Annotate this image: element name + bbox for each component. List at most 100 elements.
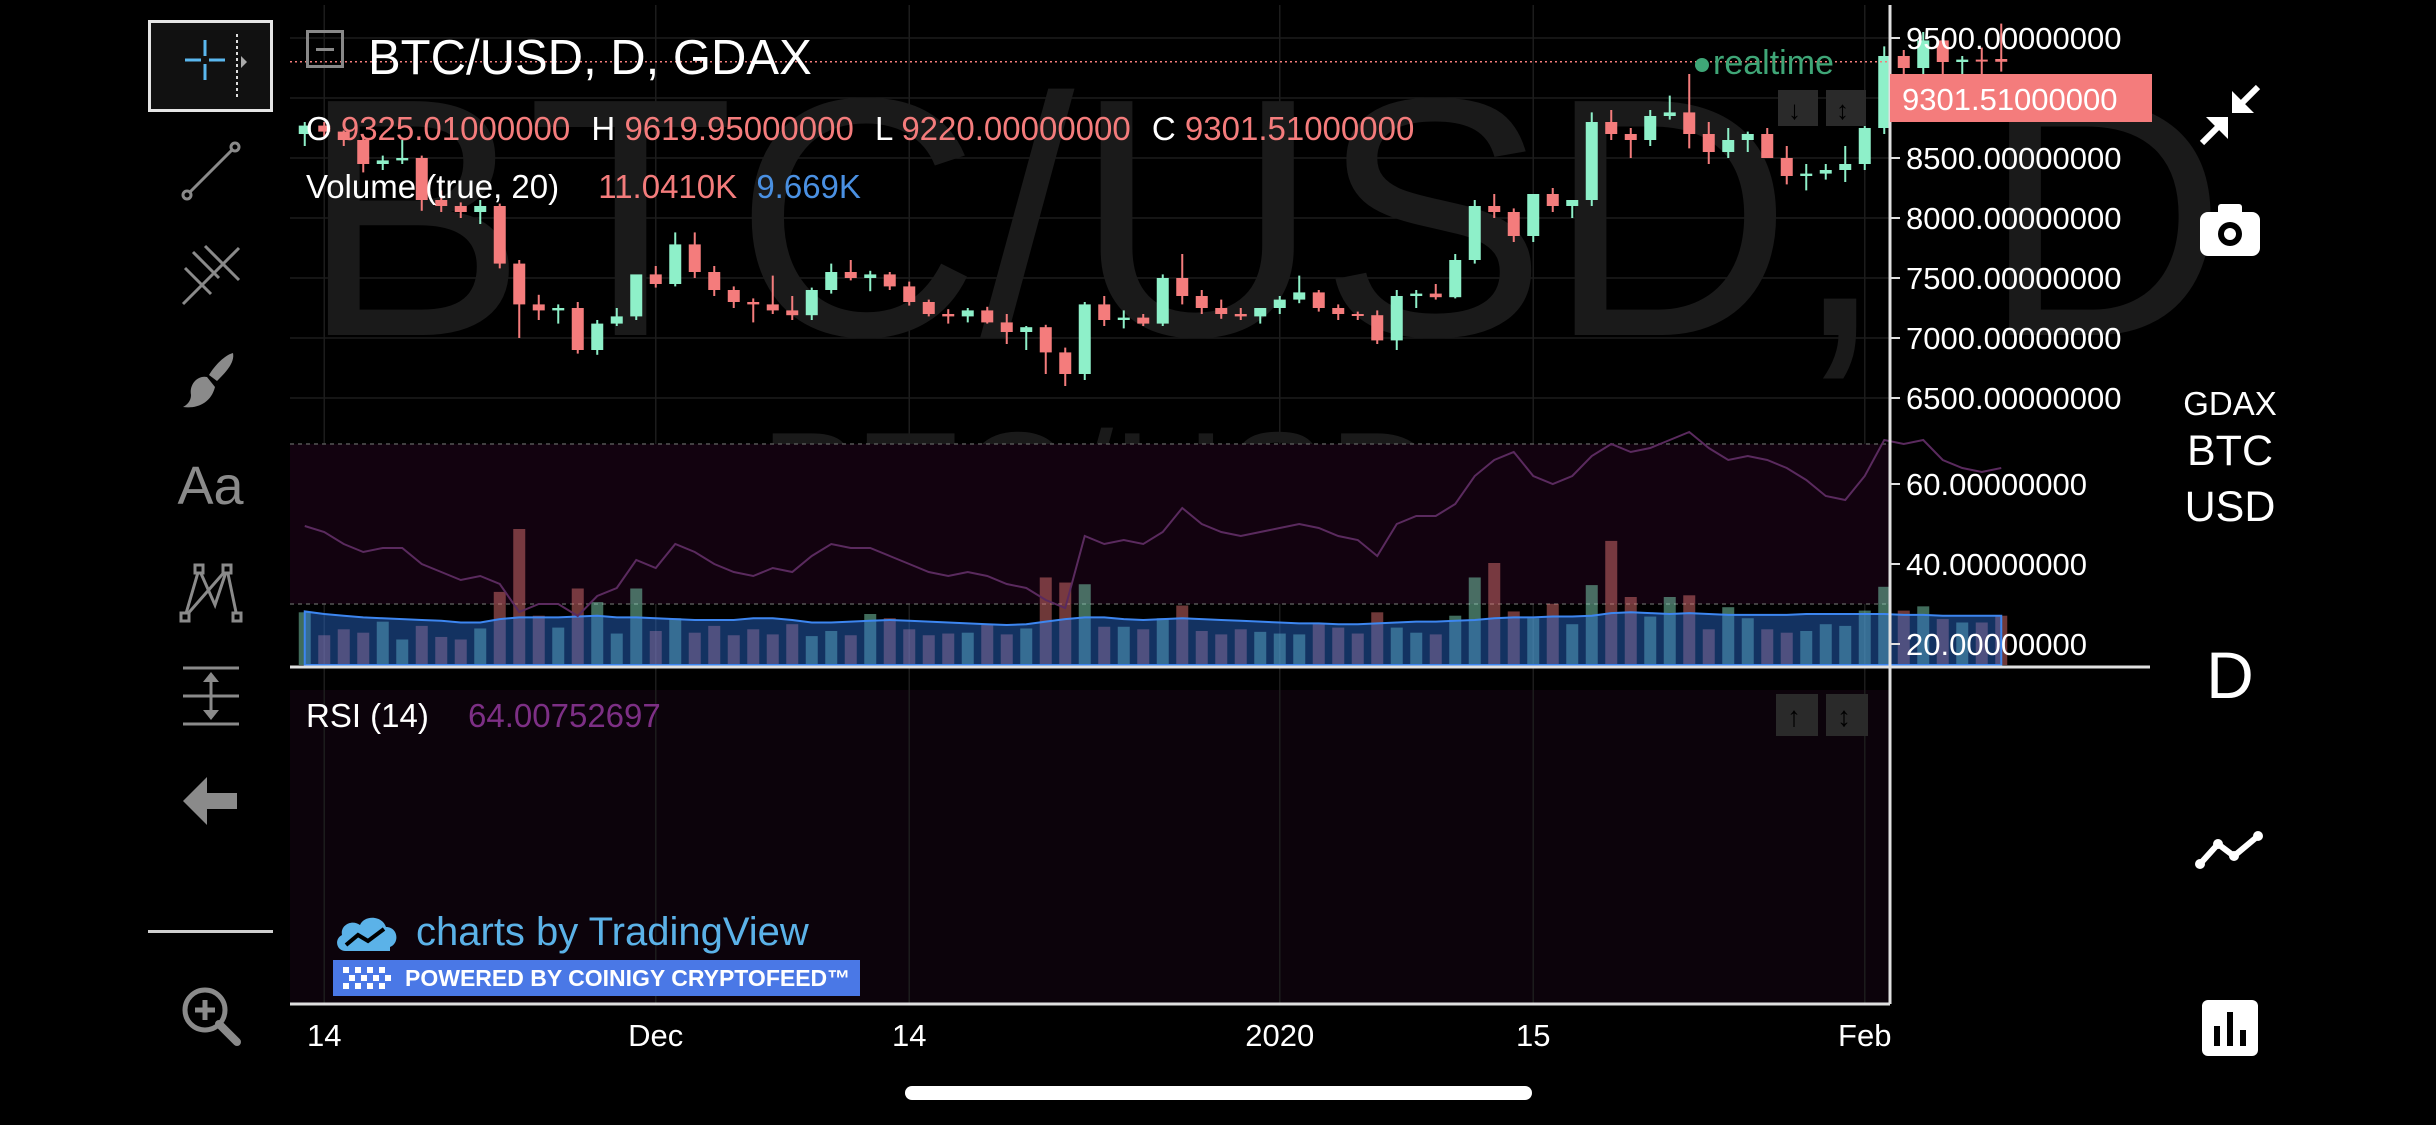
candle-body <box>552 308 565 311</box>
pitchfork-tool-button[interactable] <box>148 230 273 322</box>
symbol-title[interactable]: BTC/USD, D, GDAX <box>368 31 812 85</box>
time-tick-label: 14 <box>307 1018 341 1053</box>
candle <box>1780 146 1793 185</box>
candle-body <box>1449 260 1462 298</box>
candle-body <box>630 274 643 317</box>
volume-bar <box>1195 631 1208 665</box>
move-up-button[interactable] <box>1776 694 1818 736</box>
rsi-tick-label: 40.00000000 <box>1906 547 2087 582</box>
crosshair-tool-button[interactable] <box>148 20 273 112</box>
ohlc-legend: O 9325.01000000 H 9619.95000000 L 9220.0… <box>306 110 1414 148</box>
candle-body <box>1195 296 1208 308</box>
volume-bar <box>786 624 799 665</box>
volume-bar <box>1546 603 1559 665</box>
rsi-line <box>304 430 2002 618</box>
maximize-pane-button[interactable] <box>1826 694 1868 736</box>
candle-body <box>1995 59 2008 62</box>
candle-body <box>1741 134 1754 140</box>
volume-bar <box>1293 634 1306 665</box>
interval-label: D <box>2206 638 2254 712</box>
candle <box>1663 95 1676 120</box>
volume-bar <box>883 618 896 665</box>
volume-bar <box>747 629 760 665</box>
candle <box>357 136 370 173</box>
price-tick-label: 7500.00000000 <box>1906 261 2122 296</box>
interval-button[interactable]: D <box>2150 630 2310 720</box>
candle <box>1098 296 1111 326</box>
candle-body <box>1156 278 1169 324</box>
candle <box>1254 308 1267 324</box>
candle-body <box>727 290 740 302</box>
candle-body <box>1936 40 1949 62</box>
candle-body <box>1254 308 1267 317</box>
candle <box>1644 110 1657 146</box>
volume-bar <box>1936 619 1949 665</box>
candle-body <box>922 302 935 314</box>
candle <box>1195 290 1208 314</box>
coinigy-text: POWERED BY COINIGY CRYPTOFEED™ <box>405 964 851 991</box>
candle <box>1605 110 1618 140</box>
candle-body <box>961 310 974 317</box>
volume-bar <box>981 624 994 665</box>
candle-body <box>1800 173 1813 176</box>
text-tool-button[interactable]: Aa <box>177 456 244 516</box>
candle-body <box>1683 112 1696 134</box>
volume-bar <box>1780 632 1793 665</box>
candle-body <box>1332 308 1345 314</box>
symbol-selector[interactable]: GDAX BTC USD <box>2150 385 2310 535</box>
pattern-tool-button[interactable] <box>148 545 273 637</box>
maximize-pane-button[interactable] <box>1826 90 1866 126</box>
brush-tool-button[interactable] <box>148 335 273 427</box>
volume-bar <box>552 627 565 665</box>
measure-tool-button[interactable] <box>148 650 273 742</box>
volume-bar <box>688 632 701 665</box>
volume-bar <box>1098 626 1111 665</box>
time-tick-label: Feb <box>1838 1018 1891 1053</box>
candle <box>1546 188 1559 212</box>
candle-body <box>1176 278 1189 296</box>
candle-body <box>649 274 662 284</box>
indicators-button[interactable] <box>2150 990 2310 1066</box>
volume-bar <box>1605 540 1618 665</box>
pattern-icon <box>179 563 242 623</box>
candle <box>493 203 506 269</box>
move-up-button[interactable] <box>1778 90 1818 126</box>
tradingview-branding[interactable]: charts by TradingView <box>332 910 809 955</box>
candle <box>1683 74 1696 149</box>
volume-bar <box>708 625 721 665</box>
candle-body <box>1585 122 1598 200</box>
right-panel: GDAX BTC USD D <box>2150 0 2310 1125</box>
candle <box>864 270 877 292</box>
volume-legend[interactable]: Volume (true, 20) 11.0410K 9.669K <box>306 168 861 206</box>
candle-body <box>376 160 389 164</box>
candle <box>1761 128 1774 158</box>
volume-bar <box>357 632 370 665</box>
trend-line-tool-button[interactable] <box>148 125 273 217</box>
volume-bar <box>1741 618 1754 665</box>
rsi-legend[interactable]: RSI (14) 64.00752697 <box>306 697 661 735</box>
candle <box>532 294 545 320</box>
volume-bar <box>1702 629 1715 665</box>
coinigy-banner[interactable]: POWERED BY COINIGY CRYPTOFEED™ <box>333 960 861 996</box>
exit-fullscreen-button[interactable] <box>2150 70 2310 160</box>
volume-bar <box>844 635 857 665</box>
exchange-label: GDAX <box>2183 385 2277 422</box>
zoom-button[interactable] <box>148 970 273 1062</box>
time-tick-label: 14 <box>892 1018 926 1053</box>
cloud-chart-icon <box>337 917 397 951</box>
volume-bar <box>961 632 974 665</box>
collapse-legend-button[interactable] <box>306 30 344 68</box>
home-indicator[interactable] <box>905 1086 1532 1100</box>
camera-icon <box>2200 204 2260 256</box>
candle-body <box>1819 170 1832 174</box>
volume-bar <box>1566 624 1579 665</box>
candle-body <box>532 304 545 311</box>
back-button[interactable] <box>148 755 273 847</box>
volume-bar <box>1585 585 1598 665</box>
candle <box>669 232 682 287</box>
chart-style-button[interactable] <box>2150 810 2310 890</box>
screenshot-button[interactable] <box>2150 190 2310 270</box>
candle-body <box>1234 314 1247 317</box>
candle <box>454 202 467 218</box>
